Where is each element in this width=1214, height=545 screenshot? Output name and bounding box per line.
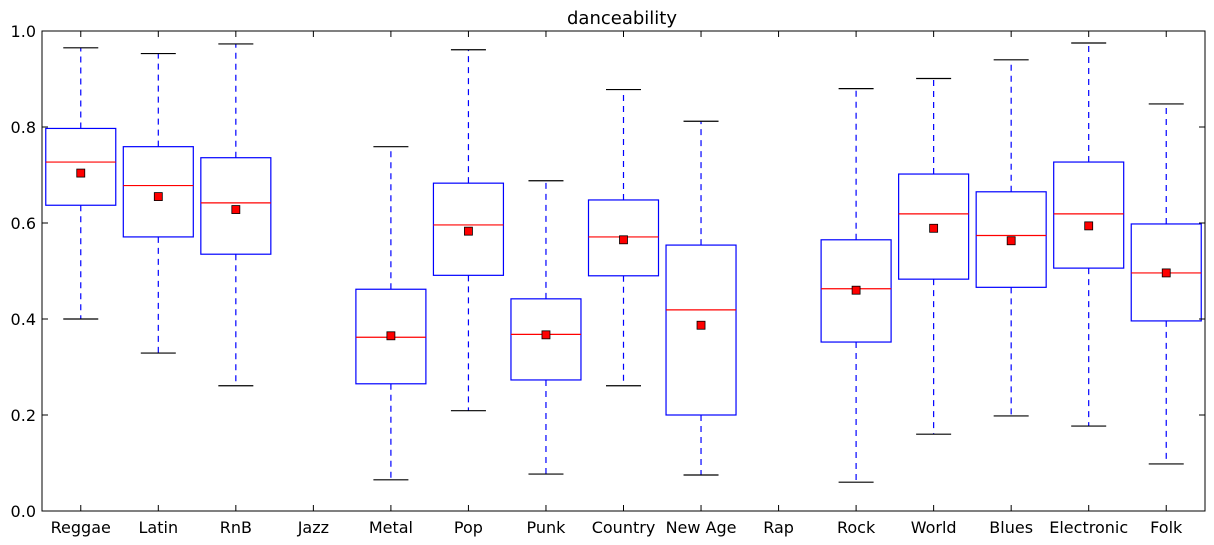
x-tick-label: Pop: [454, 518, 483, 537]
box-body: [510, 298, 582, 381]
y-tick-label: 1.0: [11, 22, 36, 41]
y-tick-label: 0.2: [11, 406, 36, 425]
x-tick-label: World: [911, 518, 957, 537]
box-body: [898, 173, 970, 280]
box-punk: [510, 180, 582, 475]
mean-marker: [76, 168, 86, 178]
x-tick-label: Rock: [837, 518, 876, 537]
x-tick-label: Punk: [527, 518, 567, 537]
x-tick-label: Blues: [989, 518, 1033, 537]
x-tick-label: Reggae: [51, 518, 111, 537]
box-electronic: [1053, 42, 1125, 427]
box-new-age: [665, 120, 737, 476]
mean-marker: [1084, 221, 1094, 231]
box-latin: [122, 52, 194, 354]
box-metal: [355, 146, 427, 481]
box-body: [1053, 161, 1125, 269]
x-tick-label: Electronic: [1049, 518, 1128, 537]
mean-marker: [153, 192, 163, 202]
box-blues: [975, 59, 1047, 417]
mean-marker: [231, 205, 241, 214]
mean-marker: [464, 226, 473, 236]
mean-marker: [386, 331, 396, 341]
box-pop: [432, 49, 505, 412]
x-tick-label: Folk: [1150, 518, 1183, 537]
box-body: [975, 191, 1047, 288]
y-tick-label: 0.0: [11, 502, 36, 521]
box-body: [122, 146, 194, 238]
x-tick-label: Latin: [139, 518, 179, 537]
box-country: [587, 88, 660, 387]
box-body: [200, 157, 272, 255]
box-rock: [820, 87, 892, 483]
box-rnb: [200, 43, 272, 387]
plot-frame: [41, 30, 1206, 512]
x-tick-label: New Age: [666, 518, 737, 537]
box-body: [665, 244, 737, 416]
chart-marks: [45, 42, 1202, 483]
chart-axes: 0.0 0.2 0.4 0.6 0.8 1.0 Reggae Latin RnB Jazz Meta…: [11, 22, 1206, 537]
box-world: [898, 77, 970, 435]
box-body: [587, 199, 660, 277]
x-tick-label: Rap: [763, 518, 794, 537]
box-body: [355, 288, 427, 385]
y-tick-label: 0.4: [11, 310, 36, 329]
mean-marker: [619, 235, 628, 245]
y-tick-label: 0.6: [11, 214, 36, 233]
box-folk: [1130, 103, 1202, 465]
box-body: [820, 239, 892, 343]
box-body: [45, 127, 117, 206]
chart-title: danceability: [567, 8, 677, 29]
box-reggae: [45, 47, 117, 320]
mean-marker: [929, 223, 939, 233]
mean-marker: [541, 330, 551, 340]
x-tick-label: Metal: [369, 518, 413, 537]
x-tick-label: Country: [592, 518, 656, 537]
y-tick-label: 0.8: [11, 118, 36, 137]
box-body: [432, 182, 505, 276]
mean-marker: [851, 285, 861, 295]
mean-marker: [1161, 268, 1171, 278]
x-tick-label: RnB: [220, 518, 252, 537]
mean-marker: [696, 320, 706, 330]
x-tick-label: Jazz: [297, 518, 329, 537]
mean-marker: [1006, 236, 1016, 246]
